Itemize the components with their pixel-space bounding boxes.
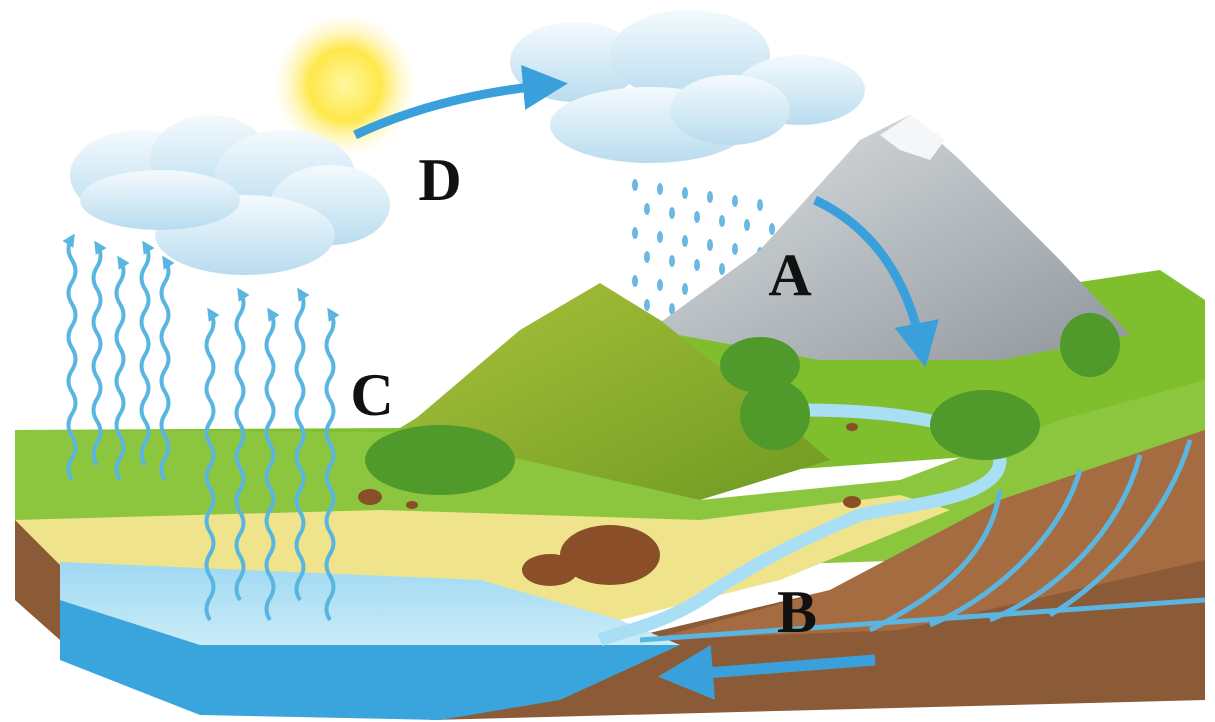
raindrop bbox=[657, 279, 663, 291]
raindrop bbox=[669, 255, 675, 267]
raindrop bbox=[682, 187, 688, 199]
label-c: C bbox=[350, 362, 393, 428]
raindrop bbox=[657, 183, 663, 195]
label-b: B bbox=[777, 579, 817, 645]
raindrop bbox=[719, 215, 725, 227]
raindrop bbox=[732, 195, 738, 207]
raindrop bbox=[757, 199, 763, 211]
raindrop bbox=[694, 211, 700, 223]
raindrop bbox=[669, 207, 675, 219]
page: {"labels": {"a": "A", "b": "B", "c": "C"… bbox=[0, 0, 1215, 722]
raindrop bbox=[644, 251, 650, 263]
raindrop bbox=[707, 191, 713, 203]
raindrop bbox=[769, 223, 775, 235]
raindrop bbox=[644, 299, 650, 311]
water-cycle-diagram: D A C B bbox=[0, 0, 1215, 722]
label-d: D bbox=[418, 147, 461, 213]
raindrop bbox=[707, 239, 713, 251]
raindrop bbox=[632, 227, 638, 239]
raindrop bbox=[632, 275, 638, 287]
label-a: A bbox=[768, 242, 811, 308]
raindrop bbox=[657, 231, 663, 243]
clouds bbox=[70, 10, 865, 275]
raindrop bbox=[682, 283, 688, 295]
raindrop bbox=[682, 235, 688, 247]
raindrop bbox=[632, 179, 638, 191]
mountain bbox=[650, 115, 1130, 360]
raindrop bbox=[694, 259, 700, 271]
raindrop bbox=[644, 203, 650, 215]
raindrop bbox=[744, 219, 750, 231]
raindrop bbox=[719, 263, 725, 275]
raindrop bbox=[732, 243, 738, 255]
